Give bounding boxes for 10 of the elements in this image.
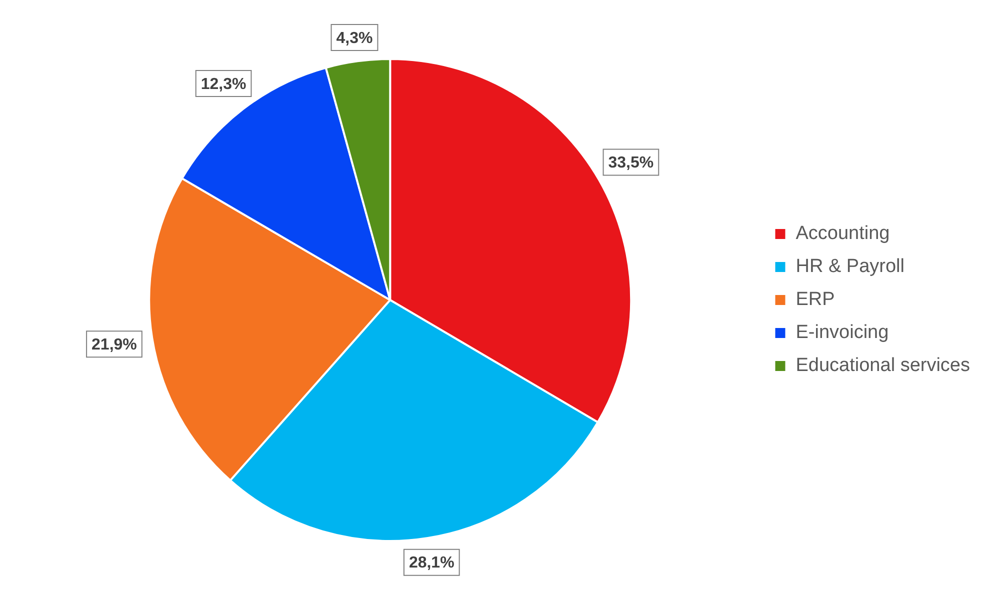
legend-label: E-invoicing	[796, 322, 889, 344]
data-label: 33,5%	[608, 154, 654, 172]
legend-label: HR & Payroll	[796, 256, 904, 278]
data-label: 4,3%	[336, 30, 373, 47]
legend-label: ERP	[796, 289, 835, 310]
data-label: 12,3%	[200, 76, 246, 93]
data-label: 28,1%	[408, 554, 454, 572]
legend-label: Educational services	[796, 355, 970, 376]
legend-label: Accounting	[796, 223, 890, 244]
data-label: 21,9%	[92, 336, 137, 354]
